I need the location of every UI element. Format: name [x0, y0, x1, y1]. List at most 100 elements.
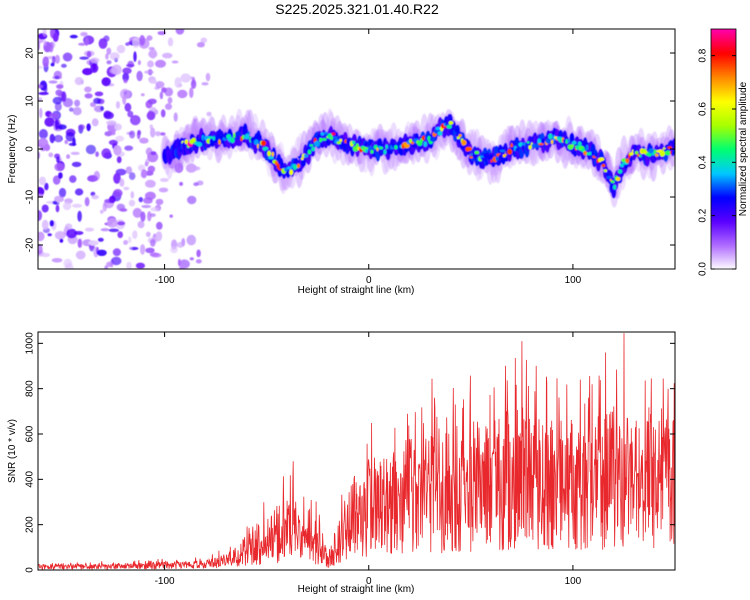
colorbar-segment	[711, 101, 736, 104]
colorbar-segment	[711, 129, 736, 132]
colorbar-segment	[711, 217, 736, 220]
colorbar-segment	[711, 199, 736, 202]
noise-blob	[159, 178, 169, 182]
noise-blob	[102, 202, 108, 212]
noise-blob	[150, 106, 156, 111]
noise-blob	[62, 202, 72, 211]
ridge-hotspot	[244, 133, 250, 140]
ridge-hotspot	[387, 150, 391, 155]
noise-blob	[186, 234, 197, 246]
colorbar-segment	[711, 69, 736, 72]
colorbar-segment	[711, 79, 736, 82]
noise-blob	[149, 48, 157, 59]
ridge-hotspot	[410, 141, 414, 145]
noise-blob	[120, 88, 130, 100]
noise-blob	[113, 145, 122, 156]
ridge-hotspot	[423, 141, 427, 147]
snr-y-tick-label: 200	[25, 516, 36, 533]
colorbar-segment	[711, 53, 736, 56]
ridge-hotspot	[268, 156, 274, 160]
ridge-hotspot	[333, 136, 338, 139]
noise-blob	[150, 151, 157, 156]
ridge-hotspot	[258, 145, 262, 149]
colorbar-segment	[711, 205, 736, 208]
noise-blob	[44, 182, 49, 191]
noise-blob	[116, 44, 126, 54]
noise-blob	[123, 240, 129, 245]
noise-blob	[174, 77, 182, 88]
noise-blob	[143, 197, 153, 204]
noise-blob	[61, 63, 67, 68]
noise-blob	[44, 117, 55, 127]
ridge-hotspot	[346, 138, 350, 145]
ridge-hotspot	[411, 144, 417, 148]
ridge-hotspot	[379, 146, 384, 150]
colorbar-frame	[710, 28, 737, 270]
ridge-hotspot	[313, 140, 320, 147]
noise-blob	[106, 120, 117, 126]
ridge-hotspot	[610, 180, 615, 184]
noise-blob	[55, 135, 62, 142]
noise-blob	[141, 204, 152, 209]
noise-blob	[106, 261, 113, 267]
colorbar-segment	[711, 141, 736, 144]
noise-blob	[100, 209, 104, 214]
noise-blob	[93, 97, 102, 104]
ridge-hotspot	[300, 157, 304, 161]
noise-blob	[155, 198, 164, 206]
ridge-hotspot	[521, 144, 524, 150]
colorbar-segment	[711, 149, 736, 152]
colorbar-segment	[711, 111, 736, 114]
colorbar-segment	[711, 105, 736, 108]
ridge-hotspot	[571, 141, 577, 145]
spectrogram-image	[38, 29, 675, 269]
noise-blob	[145, 247, 155, 254]
colorbar-segment	[711, 35, 736, 38]
colorbar-segment	[711, 247, 736, 250]
colorbar-segment	[711, 173, 736, 176]
spectrogram-x-tick-label: -100	[155, 275, 175, 286]
noise-blob	[38, 65, 43, 69]
colorbar-segment	[711, 153, 736, 156]
ridge-hotspot	[376, 147, 379, 152]
noise-blob	[106, 47, 112, 55]
ridge-hotspot	[567, 138, 570, 143]
noise-blob	[38, 244, 43, 255]
ridge-hotspot	[461, 139, 467, 146]
colorbar: 0.0 0.2 0.4 0.6 0.8 Normalized spectral ampl…	[698, 28, 749, 276]
noise-blob	[115, 101, 121, 109]
ridge-hotspot	[296, 163, 301, 169]
noise-blob	[111, 256, 122, 266]
noise-blob	[189, 87, 194, 99]
ridge-hotspot	[585, 144, 589, 151]
colorbar-segment	[711, 229, 736, 232]
noise-blob	[103, 111, 114, 120]
noise-blob	[148, 46, 155, 51]
ridge-hotspot	[648, 148, 655, 154]
noise-blob	[97, 237, 104, 242]
colorbar-segment	[711, 165, 736, 168]
noise-blob	[52, 96, 63, 105]
noise-blob	[38, 129, 48, 139]
colorbar-segment	[711, 75, 736, 78]
colorbar-segment	[711, 135, 736, 138]
noise-blob	[115, 135, 125, 142]
spectrogram-frame	[37, 28, 676, 270]
noise-blob	[55, 89, 63, 96]
noise-blob	[123, 79, 128, 84]
ridge-hotspot	[653, 149, 657, 154]
spectrogram-x-axis-label: Height of straight line (km)	[298, 285, 415, 296]
colorbar-segment	[711, 37, 736, 40]
noise-blob	[47, 233, 52, 237]
colorbar-segment	[711, 263, 736, 266]
noise-blob	[77, 238, 82, 248]
colorbar-segment	[711, 107, 736, 110]
ridge-hotspot	[605, 172, 609, 177]
noise-blob	[190, 79, 197, 89]
noise-blob	[38, 193, 44, 198]
noise-blob	[84, 86, 92, 93]
ridge-hotspot	[548, 133, 553, 140]
ridge-hotspot	[286, 166, 292, 170]
ridge-hotspot	[651, 152, 655, 156]
ridge-hotspot	[664, 150, 671, 156]
